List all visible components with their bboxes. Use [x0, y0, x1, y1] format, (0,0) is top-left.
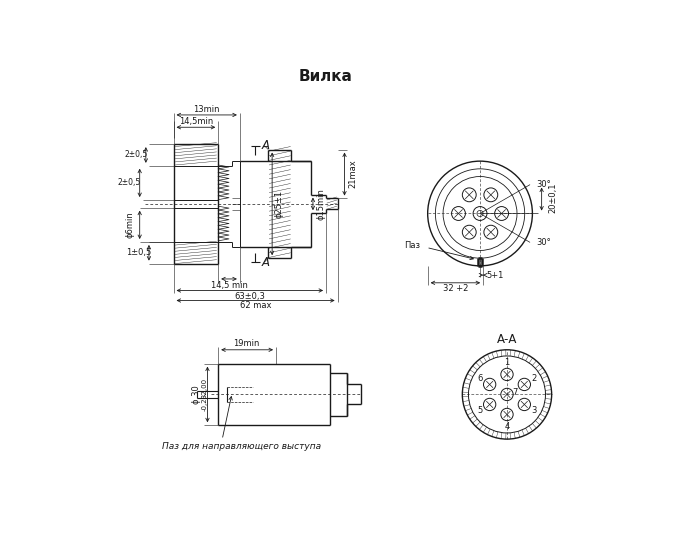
Text: 32 +2: 32 +2 [443, 284, 468, 293]
Text: 14,5 min: 14,5 min [210, 281, 247, 290]
Text: 21max: 21max [349, 160, 358, 188]
Text: 5: 5 [477, 406, 482, 415]
Text: 2: 2 [532, 374, 537, 383]
Text: Паз для направляющего выступа: Паз для направляющего выступа [162, 441, 321, 451]
Text: -0,23: -0,23 [201, 393, 208, 411]
Text: А-А: А-А [497, 333, 517, 346]
Text: 1±0,5: 1±0,5 [126, 248, 151, 257]
Text: 2±0,5: 2±0,5 [125, 151, 148, 160]
Text: 14,5min: 14,5min [179, 116, 213, 125]
Text: 19min: 19min [234, 339, 260, 348]
Text: 2±0,5: 2±0,5 [117, 179, 140, 188]
Text: ϕ25±1: ϕ25±1 [275, 190, 284, 218]
Text: 30°: 30° [536, 238, 551, 248]
Text: 20±0,1: 20±0,1 [548, 183, 557, 213]
Text: 3: 3 [532, 406, 537, 415]
Text: -2,00: -2,00 [201, 377, 208, 396]
Text: ϕ 30: ϕ 30 [192, 385, 201, 404]
Text: Паз: Паз [404, 241, 421, 250]
Text: A: A [262, 139, 270, 152]
Text: ϕ6min: ϕ6min [125, 212, 134, 238]
Text: 30°: 30° [536, 180, 551, 189]
Text: 4: 4 [504, 422, 510, 431]
Text: A: A [262, 255, 270, 268]
Text: 5+1: 5+1 [487, 270, 504, 279]
Text: 6: 6 [477, 374, 482, 383]
Text: 13min: 13min [193, 105, 220, 114]
Text: 62 max: 62 max [240, 301, 271, 310]
Text: 7: 7 [512, 388, 517, 396]
Text: ϕ15min: ϕ15min [316, 188, 325, 220]
Text: 1: 1 [504, 358, 510, 367]
Text: 63±0,3: 63±0,3 [234, 292, 265, 301]
Text: Вилка: Вилка [299, 69, 353, 84]
